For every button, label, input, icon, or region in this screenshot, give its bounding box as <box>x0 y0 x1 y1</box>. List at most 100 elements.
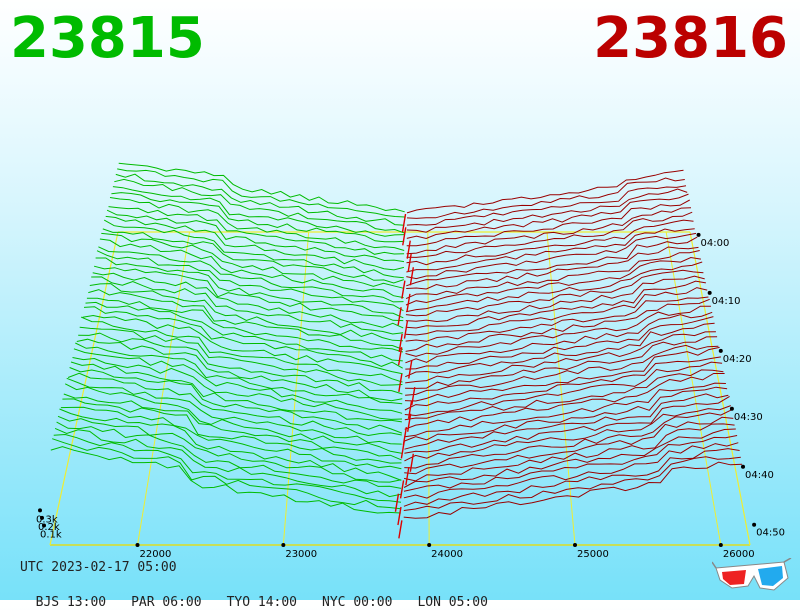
bid-price: 23815 <box>10 6 205 71</box>
ask-depth-line <box>405 269 704 317</box>
ask-depth-line <box>404 356 721 411</box>
bid-depth-line <box>79 326 403 386</box>
ask-depth-line <box>406 232 697 280</box>
ask-depth-line <box>405 344 719 396</box>
ask-depth-line <box>406 236 698 287</box>
grid-price-line <box>427 231 430 546</box>
zone-tyo: TYO 14:00 <box>226 595 298 610</box>
bid-depth-line <box>117 168 405 218</box>
bid-depth-line <box>56 421 402 489</box>
mid-spread-mark <box>408 360 413 379</box>
bid-depth-line <box>78 332 403 395</box>
bid-depth-line <box>69 367 403 434</box>
bid-depth-line <box>64 383 402 454</box>
depth-tick-marker <box>42 523 46 528</box>
bid-depth-line <box>75 342 403 405</box>
bid-depth-line <box>70 361 402 423</box>
bid-depth-line <box>109 197 405 251</box>
ask-depth-line <box>405 287 708 336</box>
bid-depth-line <box>85 301 403 362</box>
bid-depth-line <box>112 186 405 237</box>
price-tick-marker <box>718 543 723 547</box>
time-tick-marker <box>741 464 745 469</box>
depth-tick-label: 0.2k <box>38 522 60 533</box>
ask-depth-line <box>405 250 700 300</box>
ask-depth-line <box>404 393 729 450</box>
depth-tick-label: 0.1k <box>40 529 62 540</box>
mid-spread-mark <box>397 307 402 326</box>
mid-spread-mark <box>407 253 412 273</box>
price-tick-label: 24000 <box>431 549 463 560</box>
ask-depth-line <box>406 228 695 273</box>
bid-depth-line <box>103 219 404 279</box>
bid-depth-line <box>62 398 402 464</box>
ask-depth-line <box>404 361 723 417</box>
bid-depth-line <box>96 250 404 312</box>
bid-depth-line <box>105 215 405 271</box>
ask-depth-line <box>405 280 706 329</box>
mid-spread-mark <box>398 520 403 539</box>
time-tick-label: 04:40 <box>745 470 774 481</box>
bid-depth-line <box>52 438 401 510</box>
time-tick-marker <box>718 348 723 353</box>
ask-depth-line <box>404 409 733 469</box>
bid-depth-line <box>83 306 403 369</box>
ask-depth-line <box>404 416 734 475</box>
depth-tick-marker <box>38 508 42 513</box>
bid-depth-line <box>93 265 404 322</box>
mid-spread-mark <box>398 333 403 352</box>
ask-depth-line <box>406 188 688 233</box>
bid-depth-line <box>57 415 402 483</box>
ask-depth-line <box>406 193 689 240</box>
bid-depth-line <box>60 406 402 470</box>
depth-tick-marker <box>40 515 44 520</box>
time-tick-marker <box>729 406 734 411</box>
ask-depth-line <box>406 169 684 214</box>
mid-spread-mark <box>397 347 403 366</box>
mid-spread-mark <box>401 213 407 233</box>
bid-depth-line <box>50 446 401 514</box>
ask-depth-line <box>404 386 728 442</box>
price-tick-marker <box>573 543 577 547</box>
ask-depth-line <box>406 185 687 226</box>
price-tick-marker <box>427 543 432 547</box>
bid-depth-line <box>76 338 403 402</box>
time-tick-marker <box>707 290 712 295</box>
bid-depth-line <box>106 209 405 263</box>
mid-spread-mark <box>397 506 402 526</box>
mid-spread-mark <box>399 480 405 499</box>
ask-depth-line <box>404 395 730 454</box>
mid-spread-mark <box>406 293 411 313</box>
bid-depth-line <box>115 173 405 226</box>
bid-depth-line <box>53 433 402 503</box>
utc-timestamp: UTC 2023-02-17 05:00 <box>20 560 177 575</box>
ask-depth-line <box>404 405 731 462</box>
zone-bjs: BJS 13:00 <box>35 595 107 610</box>
ask-depth-line <box>406 177 685 219</box>
ask-depth-line <box>405 256 701 306</box>
mid-spread-mark <box>394 493 400 512</box>
ask-depth-line <box>406 219 694 266</box>
mid-spread-mark <box>398 373 403 392</box>
depth-tick-label: 0.3k <box>36 514 58 525</box>
ask-depth-line <box>404 382 726 438</box>
bid-depth-line <box>80 316 403 383</box>
ask-depth-line <box>404 373 725 430</box>
3d-glasses-icon[interactable] <box>712 558 792 594</box>
ask-depth-line <box>404 369 724 421</box>
bid-depth-line <box>111 192 405 243</box>
ask-depth-line <box>405 336 718 389</box>
bid-depth-line <box>95 257 404 319</box>
ask-depth-line <box>403 448 740 507</box>
bid-depth-line <box>54 427 402 498</box>
mid-spread-mark <box>400 440 406 459</box>
price-tick-label: 22000 <box>140 549 172 560</box>
time-tick-label: 04:00 <box>701 238 730 249</box>
ask-depth-line <box>403 442 739 499</box>
bid-depth-line <box>88 289 404 350</box>
ask-depth-line <box>403 423 735 482</box>
ask-depth-line <box>403 461 743 519</box>
zone-par: PAR 06:00 <box>131 595 202 610</box>
mid-spread-mark <box>409 267 415 286</box>
ask-depth-line <box>406 246 699 290</box>
